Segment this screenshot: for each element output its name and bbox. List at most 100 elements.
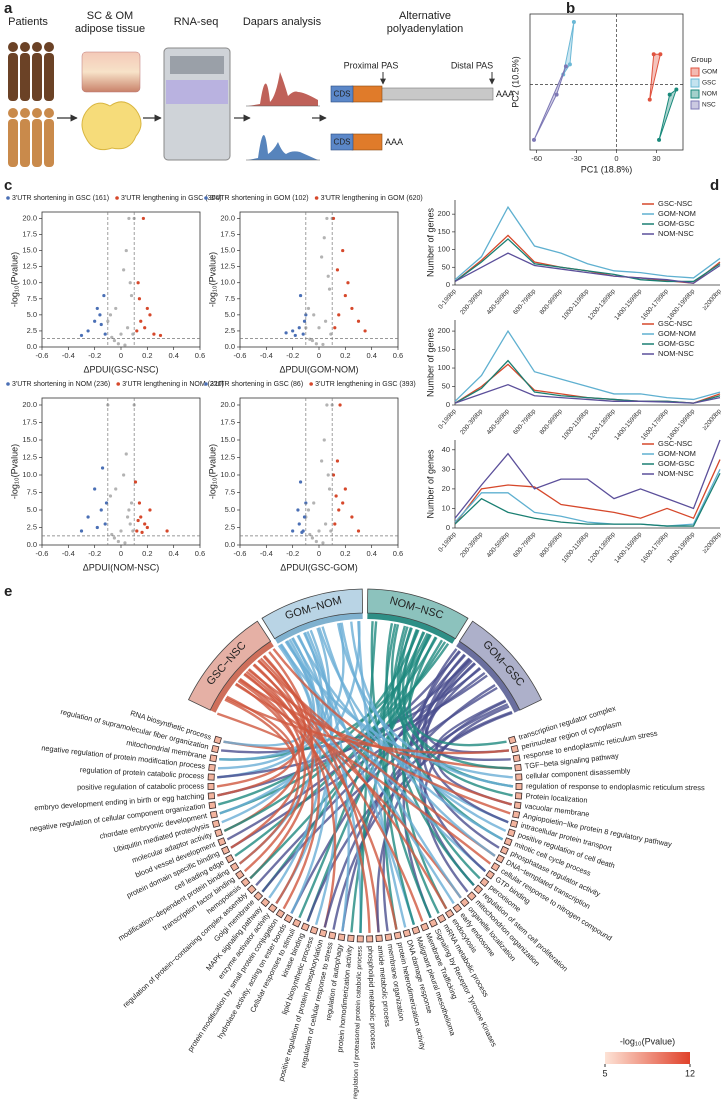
color-scale-title: -log₁₀(Pvalue) [620,1036,675,1046]
point [326,274,330,278]
term-box [221,845,231,855]
term-box [444,908,455,919]
body [44,119,54,167]
plot-frame [41,211,201,348]
legend-label: 3'UTR lengthening in GSC (393) [315,381,416,388]
point [158,333,163,338]
point [79,333,84,338]
legend-label: GSC [702,80,716,87]
tissue-om [81,101,142,151]
point [136,281,140,285]
term-box [292,918,302,928]
panel-label: a [4,0,13,17]
cds-label: CDS [334,138,351,147]
point [667,92,672,97]
x-tick-label: 1600-1799bp [640,531,670,565]
chord [247,668,511,815]
point [135,529,139,533]
term-box [275,908,286,919]
point [104,501,109,505]
term-box [503,837,513,847]
legend-label: 3'UTR shortening in NOM (236) [12,381,110,388]
point [99,508,103,512]
x-tick-label: 0.2 [142,351,152,360]
point [350,515,354,519]
term-box [207,773,215,781]
x-tick-label: ≥2000bp [701,288,723,312]
term-box [208,801,217,810]
proximal-label: Proximal PAS [344,60,399,70]
point [284,331,288,335]
y-tick-label: 17.5 [22,229,37,238]
y-tick-label: 150 [437,345,450,354]
term-box [515,783,523,790]
x-tick-label: 0.4 [168,351,178,360]
legend-swatch [690,78,700,88]
term-label: regulation of proteasomal protein catabo… [352,945,364,1099]
point [165,529,169,533]
y-tick-label: 5.0 [225,310,235,319]
y-tick-label: 15.0 [220,246,235,255]
chord [249,641,447,880]
x-tick-label: -0.2 [286,351,299,360]
y-tick-label: 40 [442,445,450,454]
point [95,306,99,311]
y-tick-label: 12.5 [22,452,37,461]
y-tick-label: 20.0 [22,400,37,409]
point [100,466,105,470]
point [137,501,142,505]
x-tick-label: 0 [317,549,321,558]
point [343,487,347,491]
legend-label: NOM-NSC [658,469,694,478]
x-tick-label: 800-999bp [538,288,564,317]
chord [290,637,455,905]
chord [261,686,498,893]
group-hull [533,66,567,141]
legend-label: 3'UTR lengthening in NOM (220) [122,381,224,388]
point [325,403,329,407]
term-box [459,897,470,908]
point [356,529,361,533]
point [331,473,336,477]
color-scale-label: 12 [685,1068,695,1078]
y-tick-label: 150 [437,227,450,236]
x-tick-label: 400-599bp [485,531,511,560]
chord [357,621,407,928]
body [8,119,18,167]
x-tick-label: -0.6 [36,351,49,360]
distal-label: Distal PAS [451,60,493,70]
point [298,480,303,484]
sequencer-band [166,80,228,104]
y-tick-label: 12.5 [220,262,235,271]
term-box [485,869,495,880]
term-box [328,931,337,940]
x-tick-label: -30 [571,154,582,163]
y-tick-label: 20.0 [220,213,235,222]
term-box [411,926,421,935]
legend-label: NSC [702,102,716,109]
term-box [207,792,216,800]
chord [396,626,513,770]
chord [257,659,496,857]
chord [259,657,448,910]
point [563,64,568,69]
x-tick-label: 600-799bp [512,408,538,437]
term-box [499,845,509,855]
x-tick-label: 0.4 [366,549,376,558]
x-tick-label: 0 [614,154,618,163]
y-tick-label: 50 [442,382,450,391]
chord [285,640,362,933]
x-tick-label: 600-799bp [512,531,538,560]
x-tick-label: 1800-1999bp [666,288,696,322]
legend-label: GSC-NSC [658,439,693,448]
chord [235,682,314,905]
point [312,313,316,317]
panel-label: c [4,177,12,194]
point [114,487,118,491]
x-tick-label: 0.6 [393,351,403,360]
step-label: RNA-seq [174,16,219,28]
term-box [309,926,319,935]
panel-label: b [566,0,575,17]
term-box [229,862,240,872]
y-tick-label: 10.0 [22,470,37,479]
